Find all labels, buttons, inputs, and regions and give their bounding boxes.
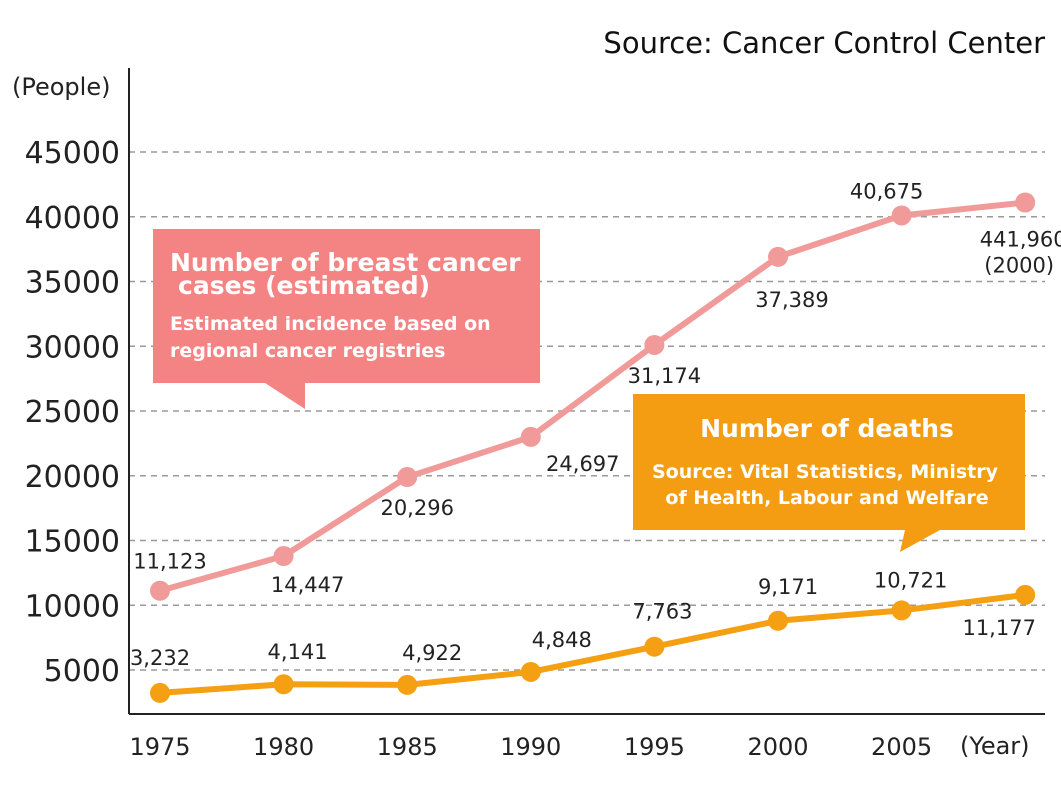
deaths-data-label: 4,848 [532,628,592,652]
chart-source: Source: Cancer Control Center [603,26,1045,60]
cases-point [644,334,665,355]
y-tick-label: 5000 [44,654,120,689]
y-tick-label: 45000 [25,136,120,171]
cases-data-label: 14,447 [271,573,344,597]
deaths-data-label: 11,177 [962,616,1035,640]
x-tick-labels: 1975 1980 1985 1990 1995 2000 2005 [129,733,932,761]
cases-data-label-note: (2000) [984,254,1054,278]
deaths-point [397,674,418,695]
deaths-data-label: 4,141 [268,640,328,664]
deaths-annotation-sub-2: of Health, Labour and Welfare [665,487,988,509]
cases-point [273,546,294,567]
cases-data-label: 20,296 [380,496,453,520]
y-tick-label: 10000 [25,589,120,624]
cases-point [397,467,418,488]
y-tick-label: 25000 [25,395,120,430]
cases-data-label: 31,174 [628,364,701,388]
cases-data-label: 37,389 [755,288,828,312]
deaths-data-label: 10,721 [874,568,947,592]
x-axis-label: (Year) [960,732,1030,760]
deaths-point [644,636,665,657]
deaths-annotation-title: Number of deaths [700,414,954,443]
x-tick-label: 2005 [871,733,932,761]
x-tick-label: 1985 [377,733,438,761]
y-tick-labels: 5000 10000 15000 20000 25000 30000 35000 40000 4… [25,136,120,689]
x-tick-label: 1975 [129,733,190,761]
deaths-line [157,591,1029,696]
cases-data-label: 40,675 [850,179,923,203]
deaths-point [150,682,170,703]
deaths-point [520,661,541,682]
series-deaths: 3,232 4,141 4,922 4,848 7,763 9,171 10,721 11,1… [130,568,1036,703]
deaths-annotation: Number of deaths Source: Vital Statistic… [633,394,1025,552]
cases-point [1015,192,1036,213]
series-group: 11,123 14,447 20,296 24,697 31,174 37,389 40,6… [130,179,1061,703]
deaths-data-label: 7,763 [632,600,692,624]
deaths-annotation-box [633,394,1025,552]
cases-line [157,199,1029,594]
y-tick-label: 35000 [25,266,120,301]
cases-data-label: 24,697 [546,452,619,476]
deaths-point [768,610,788,631]
cases-annotation: Number of breast cancer cases (estimated… [153,229,540,409]
deaths-point [1015,584,1036,605]
y-tick-label: 20000 [25,460,120,495]
deaths-point [273,674,294,695]
x-tick-label: 2000 [747,733,808,761]
y-tick-label: 40000 [25,201,120,236]
x-tick-label: 1995 [624,733,685,761]
series-cases: 11,123 14,447 20,296 24,697 31,174 37,389 40,6… [133,179,1061,601]
cases-annotation-sub-1: Estimated incidence based on [170,313,491,335]
x-tick-label: 1980 [253,733,314,761]
cases-annotation-title-1: Number of breast cancer [170,248,521,277]
cases-point [520,426,541,447]
y-tick-label: 30000 [25,330,120,365]
cases-point [150,580,170,601]
deaths-point [891,600,912,621]
y-axis-label: (People) [12,73,110,101]
y-tick-label: 15000 [25,525,120,560]
deaths-data-label: 9,171 [758,575,818,599]
cases-point [768,246,788,267]
cases-annotation-title-2: cases (estimated) [178,271,430,300]
cases-data-label: 441,960 [980,228,1061,252]
cases-data-label: 11,123 [133,550,206,574]
cases-annotation-sub-2: regional cancer registries [170,340,445,362]
cases-point [891,205,912,226]
deaths-annotation-sub-1: Source: Vital Statistics, Ministry [652,461,999,483]
deaths-data-label: 3,232 [130,646,190,670]
cases-annotation-box [153,229,540,409]
x-tick-label: 1990 [500,733,561,761]
deaths-data-label: 4,922 [402,641,462,665]
